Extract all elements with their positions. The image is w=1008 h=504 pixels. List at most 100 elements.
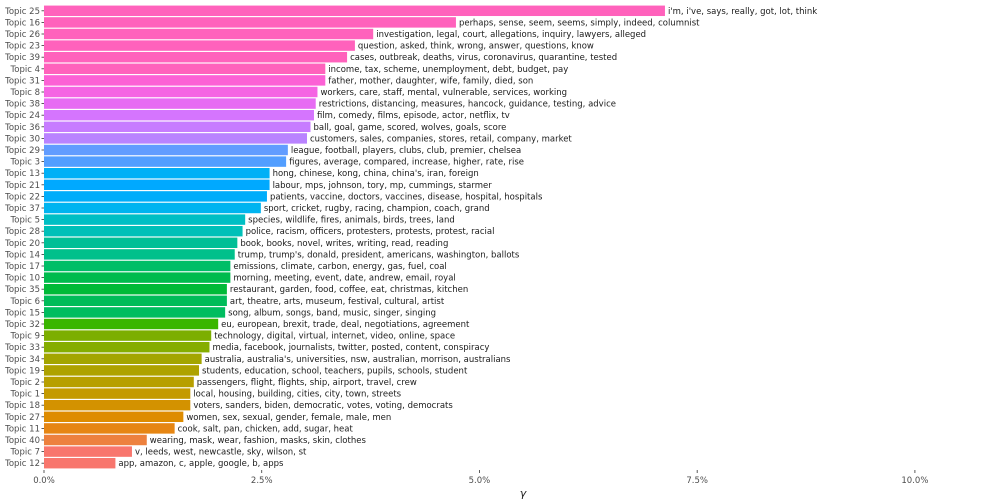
bar-data-label: song, album, songs, band, music, singer,… <box>228 308 436 318</box>
category-tick-label: Topic 13 <box>4 169 40 179</box>
bar <box>44 388 191 399</box>
bars-layer <box>44 5 665 469</box>
category-tick-label: Topic 32 <box>4 320 40 330</box>
bar-data-label: media, facebook, journalists, twitter, p… <box>212 343 489 353</box>
bar-data-label: morning, meeting, event, date, andrew, e… <box>233 274 455 284</box>
bar-data-label: sport, cricket, rugby, racing, champion,… <box>264 204 490 214</box>
bar <box>44 434 147 446</box>
bar <box>44 260 231 272</box>
bar-data-label: i'm, i've, says, really, got, lot, think <box>668 7 817 17</box>
category-tick-label: Topic 14 <box>4 250 40 260</box>
bar <box>44 411 184 423</box>
bar <box>44 283 227 295</box>
bar <box>44 353 202 365</box>
category-tick-label: Topic 23 <box>4 42 40 52</box>
bar <box>44 121 311 133</box>
bar-data-label: restrictions, distancing, measures, hanc… <box>319 100 616 110</box>
category-tick-label: Topic 18 <box>4 401 40 411</box>
category-tick-label: Topic 2 <box>10 378 41 388</box>
bar-data-label: wearing, mask, wear, fashion, masks, ski… <box>150 436 367 446</box>
x-tick-label: 5.0% <box>469 476 491 486</box>
category-tick-label: Topic 21 <box>4 181 40 191</box>
category-tick-label: Topic 26 <box>4 30 40 40</box>
category-tick-label: Topic 22 <box>4 192 40 202</box>
category-tick-label: Topic 15 <box>4 308 40 318</box>
category-tick-label: Topic 27 <box>4 413 40 423</box>
bar <box>44 51 348 63</box>
bar <box>44 167 270 179</box>
bar-data-label: app, amazon, c, apple, google, b, apps <box>118 459 284 469</box>
bar-data-label: women, sex, sexual, gender, female, male… <box>186 413 391 423</box>
x-tick-label: 2.5% <box>251 476 273 486</box>
category-tick-label: Topic 5 <box>10 216 41 226</box>
bar <box>44 40 355 51</box>
category-tick-label: Topic 10 <box>4 274 40 284</box>
bar <box>44 249 235 260</box>
category-tick-label: Topic 33 <box>4 343 40 353</box>
x-axis-title: γ <box>520 487 527 500</box>
category-tick-label: Topic 7 <box>10 448 41 458</box>
category-tick-label: Topic 16 <box>4 18 40 28</box>
bar <box>44 133 308 144</box>
bar-data-label: students, education, school, teachers, p… <box>202 366 468 376</box>
bar-data-label: customers, sales, companies, stores, ret… <box>310 134 572 144</box>
bar <box>44 202 261 214</box>
x-tick-label: 0.0% <box>33 476 55 486</box>
bar-data-label: art, theatre, arts, museum, festival, cu… <box>230 297 445 307</box>
bar <box>44 365 200 376</box>
bar <box>44 446 132 457</box>
category-tick-label: Topic 8 <box>10 88 41 98</box>
bar <box>44 318 219 330</box>
bar <box>44 5 665 17</box>
x-tick-label: 7.5% <box>686 476 708 486</box>
bar <box>44 109 314 121</box>
bar-data-label: question, asked, think, wrong, answer, q… <box>358 42 594 52</box>
bar-data-label: trump, trump's, donald, president, ameri… <box>238 250 520 260</box>
bar <box>44 457 116 469</box>
bar <box>44 423 175 434</box>
category-tick-label: Topic 9 <box>10 332 41 342</box>
bar-labels-layer: i'm, i've, says, really, got, lot, think… <box>118 7 817 469</box>
category-tick-label: Topic 28 <box>4 227 40 237</box>
bar-data-label: father, mother, daughter, wife, family, … <box>328 76 533 86</box>
bar-data-label: restaurant, garden, food, coffee, eat, c… <box>230 285 468 295</box>
bar <box>44 376 194 388</box>
bar-data-label: book, books, novel, writes, writing, rea… <box>240 239 448 249</box>
bar-data-label: emissions, climate, carbon, energy, gas,… <box>233 262 446 272</box>
bar <box>44 225 243 237</box>
bar <box>44 144 288 156</box>
category-tick-label: Topic 40 <box>4 436 40 446</box>
bar <box>44 237 238 249</box>
x-tick-label: 10.0% <box>901 476 928 486</box>
bar <box>44 86 318 98</box>
bar <box>44 399 191 411</box>
bar <box>44 214 246 225</box>
category-tick-label: Topic 20 <box>4 239 40 249</box>
bar-data-label: passengers, flight, flights, ship, airpo… <box>197 378 417 388</box>
bar <box>44 272 231 283</box>
bar <box>44 63 326 75</box>
x-axis: 0.0% 2.5% 5.0% 7.5% 10.0% <box>33 470 928 486</box>
bar-data-label: cook, salt, pan, chicken, add, sugar, he… <box>178 424 354 434</box>
bar-data-label: species, wildlife, fires, animals, birds… <box>248 216 455 226</box>
category-tick-label: Topic 24 <box>4 111 40 121</box>
bar-data-label: police, racism, officers, protesters, pr… <box>246 227 495 237</box>
bar <box>44 179 270 191</box>
bar-data-label: technology, digital, virtual, internet, … <box>214 332 455 342</box>
bar-data-label: australia, australia's, universities, ns… <box>205 355 511 365</box>
bar <box>44 28 374 40</box>
category-tick-label: Topic 19 <box>4 366 40 376</box>
bar <box>44 341 210 353</box>
category-tick-label: Topic 6 <box>10 297 41 307</box>
bar <box>44 98 316 109</box>
category-tick-label: Topic 35 <box>4 285 40 295</box>
category-tick-label: Topic 3 <box>10 158 41 168</box>
bar <box>44 191 267 202</box>
bar <box>44 17 456 28</box>
bar-data-label: film, comedy, films, episode, actor, net… <box>317 111 510 121</box>
bar <box>44 75 326 86</box>
bar-data-label: income, tax, scheme, unemployment, debt,… <box>328 65 568 75</box>
category-tick-label: Topic 1 <box>10 390 41 400</box>
